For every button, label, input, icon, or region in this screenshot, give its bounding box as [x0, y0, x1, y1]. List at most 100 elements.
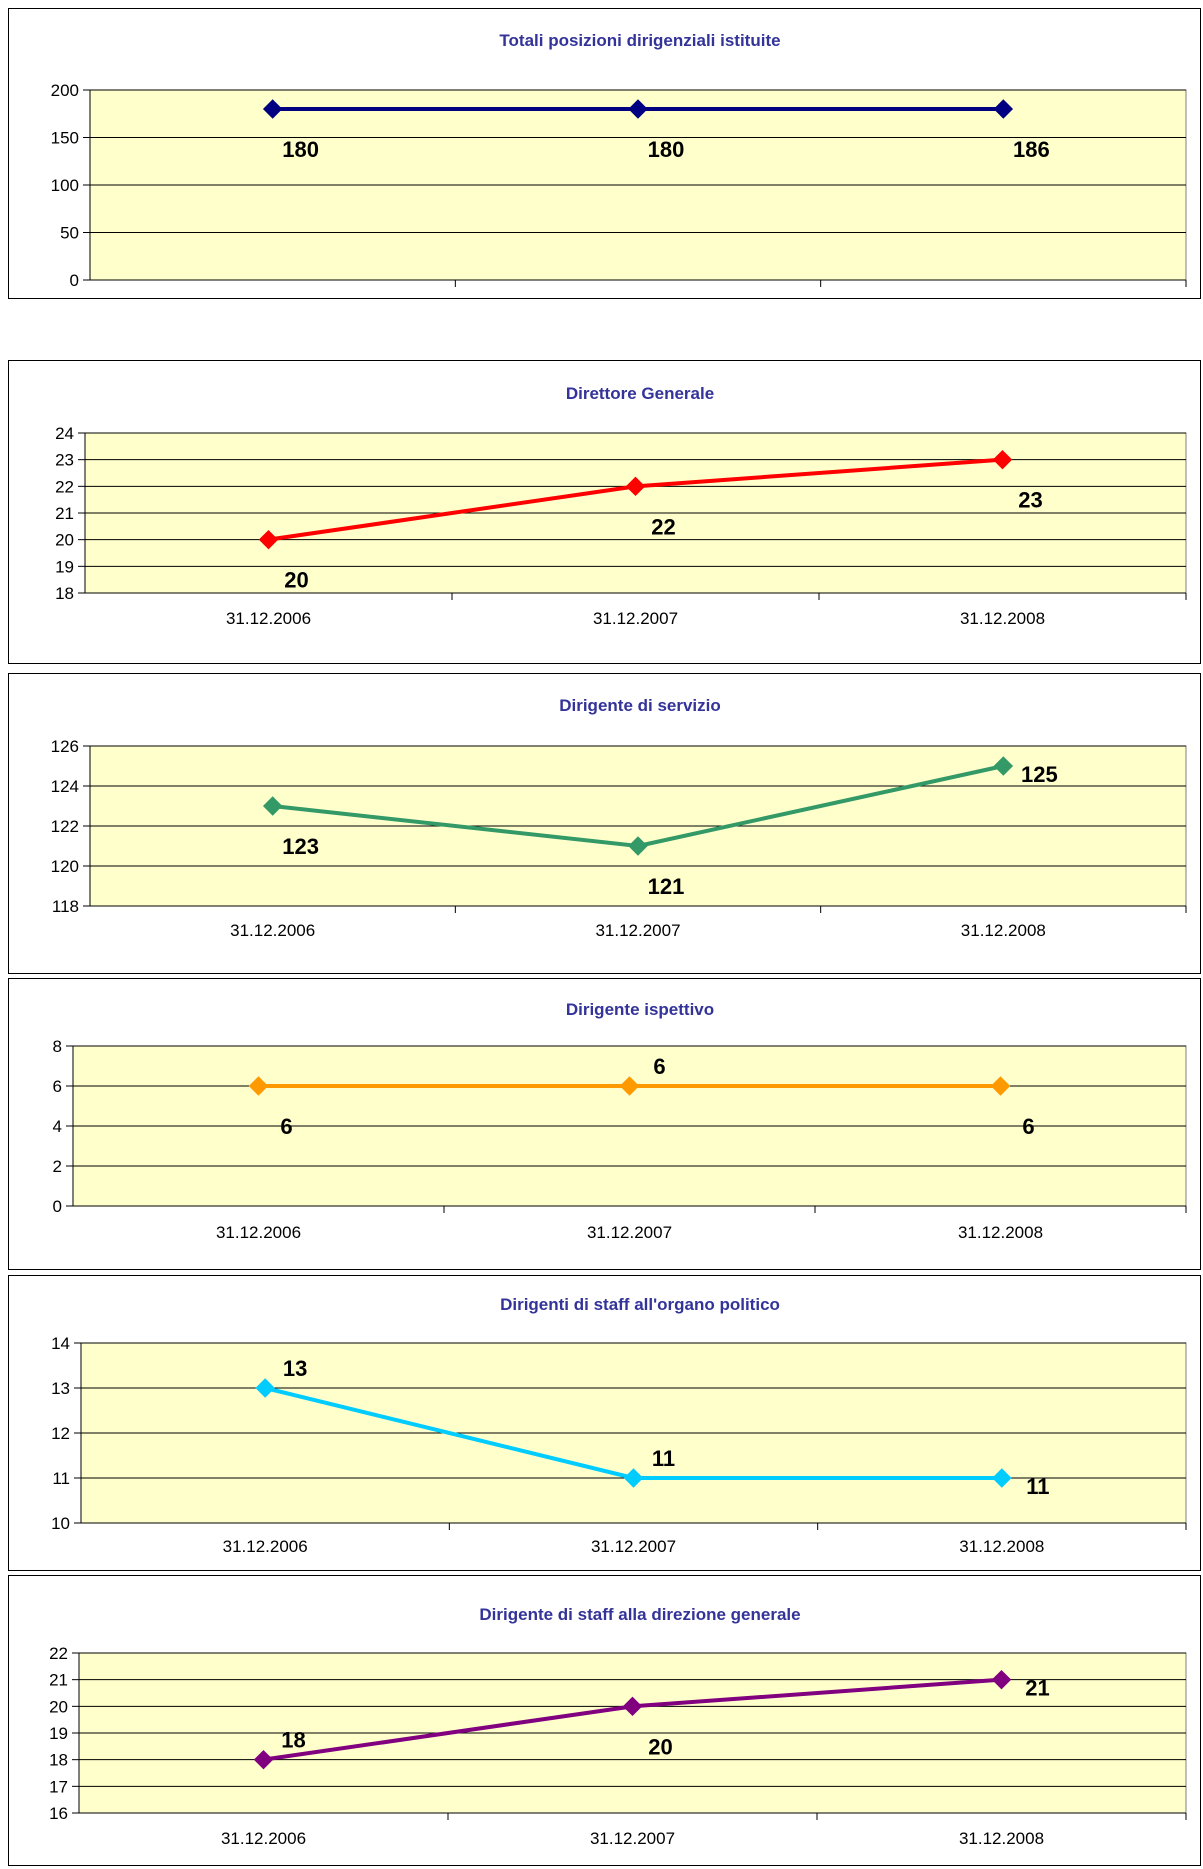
- chart-title: Dirigente di staff alla direzione genera…: [479, 1605, 800, 1624]
- x-tick-label: 31.12.2008: [961, 921, 1046, 940]
- data-point-marker: [262, 99, 283, 119]
- data-label: 6: [1022, 1114, 1034, 1139]
- data-point-marker: [625, 476, 646, 497]
- chart-title: Totali posizioni dirigenziali istituite: [499, 31, 780, 50]
- y-tick-label: 14: [51, 1334, 70, 1353]
- y-tick-label: 2: [53, 1157, 62, 1176]
- y-tick-label: 24: [55, 424, 74, 443]
- x-tick-label: 31.12.2006: [230, 297, 315, 300]
- data-point-marker: [622, 1696, 643, 1717]
- y-tick-label: 19: [49, 1724, 68, 1743]
- x-tick-label: 31.12.2007: [593, 609, 678, 628]
- data-point-marker: [628, 99, 648, 119]
- y-tick-label: 8: [53, 1037, 62, 1056]
- chart-svg-4: Dirigente ispettivo 0 2 4 6 8 31.12.2006 31.12.…: [8, 978, 1201, 1270]
- data-label: 13: [283, 1356, 307, 1381]
- chart-svg-1: Totali posizioni dirigenziali istituite 0…: [8, 8, 1201, 300]
- y-tick-label: 19: [55, 557, 74, 576]
- data-label: 180: [648, 137, 685, 162]
- chart-svg-5: Dirigenti di staff all'organo politico 10…: [8, 1275, 1201, 1571]
- data-point-marker: [628, 836, 648, 856]
- data-point-marker: [623, 1468, 644, 1488]
- x-tick-label: 31.12.2007: [591, 1537, 676, 1556]
- x-tick-label: 31.12.2008: [961, 297, 1046, 300]
- data-label: 21: [1025, 1676, 1049, 1701]
- y-tick-label: 200: [51, 81, 79, 100]
- data-point-marker: [993, 99, 1014, 119]
- data-point-marker: [619, 1076, 640, 1096]
- x-tick-label: 31.12.2006: [230, 921, 315, 940]
- y-tick-label: 4: [53, 1117, 62, 1136]
- chart-title: Direttore Generale: [566, 384, 714, 403]
- y-tick-label: 21: [55, 504, 74, 523]
- x-tick-label: 31.12.2007: [595, 921, 680, 940]
- x-tick-label: 31.12.2006: [223, 1537, 308, 1556]
- y-tick-label: 100: [51, 176, 79, 195]
- y-tick-label: 22: [55, 477, 74, 496]
- data-point-marker: [253, 1749, 274, 1770]
- y-tick-label: 20: [49, 1697, 68, 1716]
- y-tick-label: 6: [53, 1077, 62, 1096]
- y-tick-label: 21: [49, 1671, 68, 1690]
- y-tick-label: 0: [70, 271, 79, 290]
- data-label: 20: [284, 568, 308, 593]
- chart-svg-6: Dirigente di staff alla direzione genera…: [8, 1575, 1201, 1866]
- data-point-marker: [992, 1468, 1012, 1488]
- y-tick-label: 18: [55, 584, 74, 603]
- data-label: 180: [282, 137, 319, 162]
- data-label: 23: [1018, 488, 1042, 513]
- data-label: 20: [648, 1734, 672, 1759]
- data-label: 6: [280, 1114, 292, 1139]
- data-point-marker: [993, 756, 1014, 776]
- chart-svg-3: Dirigente di servizio 118 120 122 124 126 31.1…: [8, 673, 1201, 974]
- y-tick-label: 10: [51, 1514, 70, 1533]
- data-point-marker: [255, 1378, 275, 1398]
- data-label: 11: [1026, 1474, 1049, 1499]
- data-point-marker: [258, 529, 279, 550]
- y-tick-label: 11: [52, 1469, 70, 1488]
- data-point-marker: [992, 449, 1013, 470]
- x-tick-label: 31.12.2007: [587, 1223, 672, 1242]
- chart-panel-6: Dirigente di staff alla direzione genera…: [0, 1575, 1203, 1867]
- y-tick-label: 118: [52, 897, 79, 916]
- chart-svg-2: Direttore Generale 18 19 20 21 22 23 24 31.12.20…: [8, 360, 1201, 664]
- x-tick-label: 31.12.2008: [959, 1829, 1044, 1848]
- y-tick-label: 12: [51, 1424, 70, 1443]
- chart-panel-4: Dirigente ispettivo 0 2 4 6 8 31.12.2006 31.12.…: [0, 978, 1203, 1271]
- data-point-marker: [248, 1076, 269, 1096]
- data-point-marker: [991, 1669, 1012, 1690]
- data-label: 6: [653, 1054, 665, 1079]
- y-tick-label: 13: [51, 1379, 70, 1398]
- x-tick-label: 31.12.2006: [216, 1223, 301, 1242]
- y-tick-label: 122: [51, 817, 79, 836]
- data-label: 121: [648, 874, 685, 899]
- chart-panel-1: Totali posizioni dirigenziali istituite 0…: [0, 8, 1203, 300]
- data-label: 22: [651, 514, 675, 539]
- data-label: 11: [652, 1446, 675, 1471]
- x-tick-label: 31.12.2007: [595, 297, 680, 300]
- data-label: 125: [1021, 762, 1058, 787]
- chart-title: Dirigente ispettivo: [566, 1000, 714, 1019]
- y-tick-label: 150: [51, 129, 79, 148]
- data-label: 186: [1013, 137, 1050, 162]
- y-tick-label: 20: [55, 531, 74, 550]
- y-tick-label: 50: [60, 224, 79, 243]
- chart-panel-3: Dirigente di servizio 118 120 122 124 126 31.1…: [0, 673, 1203, 975]
- y-tick-label: 120: [51, 857, 79, 876]
- y-tick-label: 126: [51, 737, 79, 756]
- y-tick-label: 23: [55, 451, 74, 470]
- x-tick-label: 31.12.2008: [958, 1223, 1043, 1242]
- x-tick-label: 31.12.2006: [226, 609, 311, 628]
- y-tick-label: 16: [49, 1804, 68, 1823]
- y-tick-label: 0: [53, 1197, 62, 1216]
- y-tick-label: 22: [49, 1644, 68, 1663]
- data-label: 123: [282, 834, 319, 859]
- y-tick-label: 124: [51, 777, 79, 796]
- chart-title: Dirigente di servizio: [559, 696, 721, 715]
- x-tick-label: 31.12.2007: [590, 1829, 675, 1848]
- chart-panel-2: Direttore Generale 18 19 20 21 22 23 24 31.12.20…: [0, 360, 1203, 665]
- x-tick-label: 31.12.2008: [959, 1537, 1044, 1556]
- chart-title: Dirigenti di staff all'organo politico: [500, 1295, 780, 1314]
- data-label: 18: [281, 1728, 305, 1753]
- y-tick-label: 18: [49, 1751, 68, 1770]
